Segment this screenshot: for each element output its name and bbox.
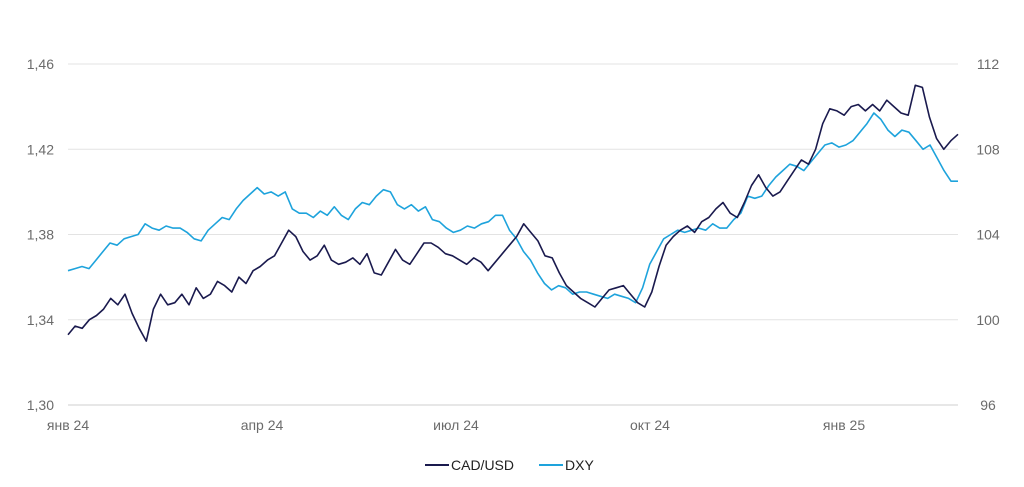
x-tick-label: янв 25 <box>823 417 865 433</box>
right-tick-label: 96 <box>980 397 996 413</box>
x-tick-label: окт 24 <box>630 417 670 433</box>
grid-lines <box>68 63 958 321</box>
x-tick-label: июл 24 <box>433 417 479 433</box>
x-tick-label: апр 24 <box>241 417 284 433</box>
x-axis-ticks: янв 24 апр 24 июл 24 окт 24 янв 25 <box>47 417 865 433</box>
legend-label: DXY <box>565 457 594 473</box>
series-group <box>67 84 959 342</box>
right-tick-label: 104 <box>976 227 1000 243</box>
right-tick-label: 112 <box>977 56 1000 72</box>
legend: CAD/USD DXY <box>425 457 594 473</box>
left-tick-label: 1,34 <box>27 312 54 328</box>
left-tick-label: 1,42 <box>27 141 54 157</box>
left-axis-ticks: 1,30 1,34 1,38 1,42 1,46 <box>27 56 54 413</box>
left-tick-label: 1,30 <box>27 397 54 413</box>
right-tick-label: 100 <box>976 312 1000 328</box>
left-tick-label: 1,38 <box>27 227 54 243</box>
right-tick-label: 108 <box>976 141 1000 157</box>
series-line-cad-usd <box>67 84 959 342</box>
x-tick-label: янв 24 <box>47 417 89 433</box>
series-line-dxy <box>67 112 958 304</box>
legend-label: CAD/USD <box>451 457 514 473</box>
left-tick-label: 1,46 <box>27 56 54 72</box>
right-axis-ticks: 96 100 104 108 112 <box>976 56 1000 413</box>
